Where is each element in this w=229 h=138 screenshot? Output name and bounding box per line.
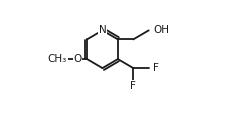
Text: F: F (153, 63, 158, 73)
Text: N: N (99, 25, 106, 35)
Text: OH: OH (153, 25, 168, 35)
Text: F: F (130, 81, 136, 91)
Text: CH₃: CH₃ (48, 54, 67, 64)
Text: O: O (73, 54, 81, 64)
